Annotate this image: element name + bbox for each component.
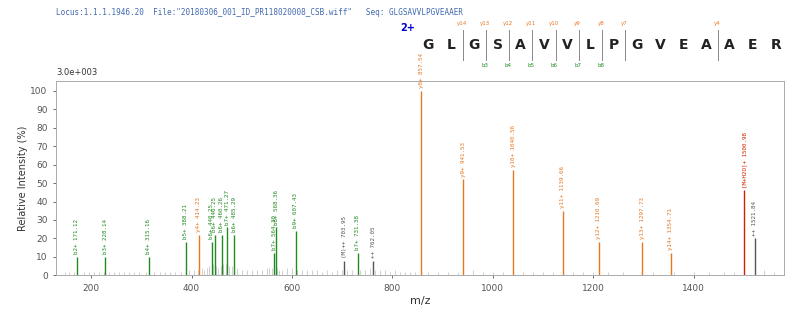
Text: b6+ 460.26: b6+ 460.26 <box>219 197 224 232</box>
Text: L: L <box>446 38 456 52</box>
Text: b3+ 228.14: b3+ 228.14 <box>102 219 108 254</box>
Text: b8+ 568.36: b8+ 568.36 <box>274 190 278 225</box>
Text: y10: y10 <box>550 21 559 26</box>
Text: b9+ 607.43: b9+ 607.43 <box>294 193 298 228</box>
Text: L: L <box>586 38 595 52</box>
Text: V: V <box>562 38 573 52</box>
Text: b7+ 564.30: b7+ 564.30 <box>271 215 277 250</box>
X-axis label: m/z: m/z <box>410 295 430 305</box>
Text: y9: y9 <box>574 21 581 26</box>
Text: (M)++ 703.95: (M)++ 703.95 <box>342 216 346 258</box>
Text: y9+ 941.53: y9+ 941.53 <box>461 141 466 177</box>
Text: R: R <box>770 38 782 52</box>
Text: b5+ 388.21: b5+ 388.21 <box>183 204 188 239</box>
Text: b6+ 446.25: b6+ 446.25 <box>212 197 218 232</box>
Text: y8: y8 <box>598 21 604 26</box>
Text: E: E <box>748 38 758 52</box>
Text: V: V <box>654 38 666 52</box>
Text: Locus:1.1.1.1946.20  File:"20180306_001_ID_PR118020008_CSB.wiff"   Seq: GLGSAVVL: Locus:1.1.1.1946.20 File:"20180306_001_I… <box>56 8 463 17</box>
Text: A: A <box>701 38 712 52</box>
Text: V: V <box>538 38 550 52</box>
Text: b8: b8 <box>598 63 604 68</box>
Text: b4+ 315.16: b4+ 315.16 <box>146 219 151 254</box>
Text: b4: b4 <box>505 63 511 68</box>
Text: y14: y14 <box>457 21 466 26</box>
Text: P: P <box>609 38 618 52</box>
Text: y11+ 1139.66: y11+ 1139.66 <box>561 166 566 208</box>
Text: b7: b7 <box>574 63 581 68</box>
Text: [M+H2O]+ 1500.98: [M+H2O]+ 1500.98 <box>742 132 747 188</box>
Text: b2+ 171.12: b2+ 171.12 <box>74 219 79 254</box>
Text: y7: y7 <box>621 21 627 26</box>
Text: ++ 1521.84: ++ 1521.84 <box>752 201 758 236</box>
Text: y12+ 1210.69: y12+ 1210.69 <box>596 198 601 239</box>
Text: A: A <box>515 38 526 52</box>
Text: b7+ 731.38: b7+ 731.38 <box>355 215 361 250</box>
Text: G: G <box>469 38 480 52</box>
Text: b7+ 471.27: b7+ 471.27 <box>225 190 230 225</box>
Text: A: A <box>724 38 735 52</box>
Text: E: E <box>678 38 688 52</box>
Text: y13+ 1297.73: y13+ 1297.73 <box>640 198 645 239</box>
Text: y14+ 1354.71: y14+ 1354.71 <box>668 208 674 250</box>
Text: b3: b3 <box>482 63 488 68</box>
Text: y10+ 1040.56: y10+ 1040.56 <box>510 125 516 167</box>
Text: 3.0e+003: 3.0e+003 <box>56 68 98 77</box>
Text: y11: y11 <box>526 21 536 26</box>
Text: S: S <box>493 38 502 52</box>
Text: b6+ 485.29: b6+ 485.29 <box>232 197 237 232</box>
Y-axis label: Relative Intensity (%): Relative Intensity (%) <box>18 126 28 231</box>
Text: y12: y12 <box>503 21 513 26</box>
Text: G: G <box>422 38 434 52</box>
Text: G: G <box>631 38 642 52</box>
Text: y4: y4 <box>714 21 720 26</box>
Text: y8+ 857.54: y8+ 857.54 <box>418 53 424 88</box>
Text: 2+: 2+ <box>400 23 415 33</box>
Text: b6: b6 <box>551 63 558 68</box>
Text: y4+ 414.23: y4+ 414.23 <box>196 197 202 232</box>
Text: b6+ 440.25: b6+ 440.25 <box>210 204 214 239</box>
Text: ++ 762.05: ++ 762.05 <box>371 226 376 258</box>
Text: y13: y13 <box>480 21 490 26</box>
Text: b5: b5 <box>528 63 534 68</box>
